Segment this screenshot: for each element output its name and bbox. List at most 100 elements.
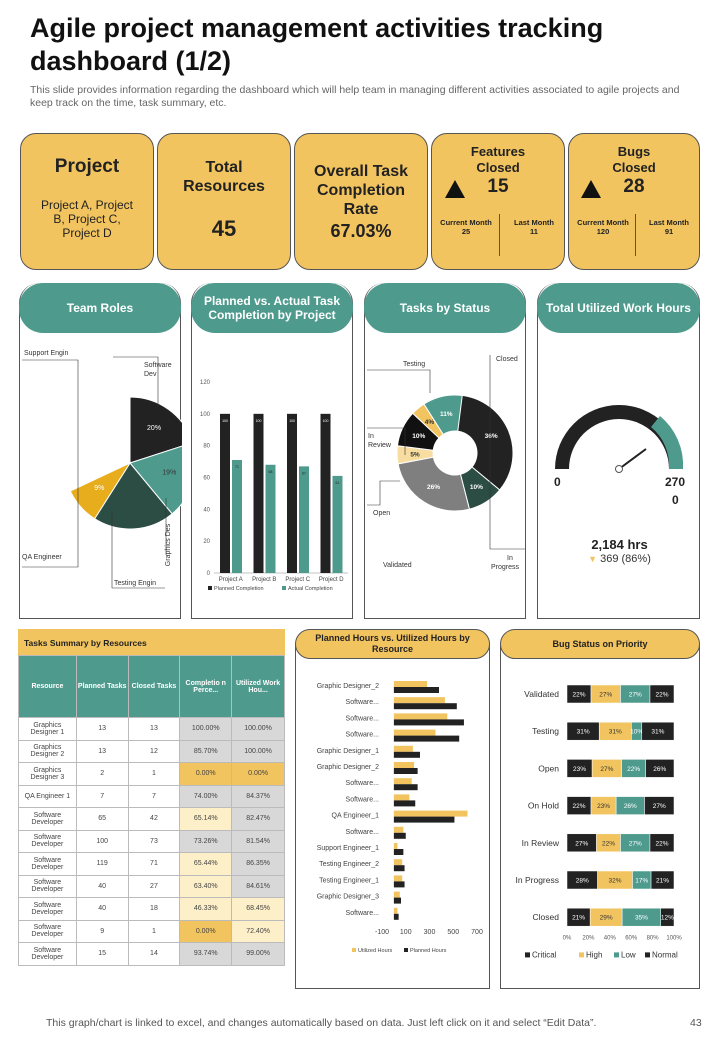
table-cell: 27 [127,874,181,898]
legend-label: Planned Completion [214,586,264,592]
hbar-utilized [393,843,398,849]
tasks-status-chart: 36%10%26%5%10%4%11%ClosedInProgressValid… [367,355,525,571]
table-header-cell: Utilized Work Hou... [231,655,285,718]
donut-category-label: Closed [496,356,518,363]
table-cell: 7 [127,784,181,808]
kpi-bugs-value: 28 [623,176,645,197]
tasks-summary-title: Tasks Summary by Resources [18,629,285,655]
bar-value-label: 100 [222,419,228,423]
y-category-label: Software... [346,715,380,722]
table-cell: 84.37% [231,784,285,808]
stack-value-label: 32% [609,878,622,885]
bar-actual [299,466,309,573]
hbar-utilized [393,745,413,752]
legend-swatch [208,586,212,590]
table-row: QA Engineer 1 7 7 74.00% 84.37% [18,784,285,808]
panel-utilized-hours-title: Total Utilized Work Hours [537,283,700,333]
y-category-label: Testing Engineer_1 [319,877,379,884]
hbar-utilized [393,778,412,785]
bar-value-label: 61 [336,481,340,485]
table-header-cell: Resource [18,655,77,718]
table-cell: 42 [127,807,181,831]
hbar-utilized [393,794,410,801]
gauge-remaining [651,416,684,469]
pie-leader-line [113,356,159,407]
bar-planned [320,413,331,573]
table-row: Software Developer 40 27 63.40% 84.61% [18,874,285,898]
hbar-planned [393,703,457,710]
hbar-utilized [393,907,398,914]
table-cell: 93.74% [179,942,233,966]
x-tick-label: Project C [285,577,310,583]
table-cell: 63.40% [179,874,233,898]
legend-swatch [614,952,619,958]
table-cell: Graphics Designer 3 [18,762,77,786]
hbar-utilized [393,713,448,720]
panel-team-roles-title: Team Roles [19,283,181,333]
stack-value-label: 22% [573,692,586,699]
table-cell: 65.44% [179,852,233,876]
bar-planned [220,413,230,573]
kpi-completion-label: Overall Task Completion Rate [314,163,408,218]
panel-bug-status: Bug Status on Priority Validated 22% 27% 27… [500,629,700,989]
table-cell: 84.61% [231,874,285,898]
gauge-track [555,405,683,469]
pie-value-label: 19% [162,469,176,476]
donut-value-label: 36% [485,433,498,440]
kpi-project: Project Project A, Project B, Project C,… [20,133,154,270]
y-category-label: Software... [346,780,380,787]
gauge-delta: 369 (86%) [600,553,651,565]
gauge-min: 0 [554,475,561,489]
table-cell: 71 [127,852,181,876]
x-tick-label: Project B [252,577,276,583]
stack-value-label: 22% [655,840,668,847]
table-cell: 73 [127,829,181,853]
legend-swatch [352,948,356,952]
panel-utilized-hours: Total Utilized Work Hours 0 270 0 2,184 … [537,283,700,619]
pie-slice-1 [129,445,182,515]
stack-value-label: 29% [600,915,613,922]
table-header-cell: Planned Tasks [75,655,129,718]
y-tick-label: 100 [200,412,211,418]
table-cell: Software Developer [18,807,77,831]
stack-value-label: 27% [653,803,666,810]
hbar-planned [393,832,406,839]
hbar-planned [393,800,416,807]
pie-leader-line [22,359,79,568]
donut-category-label: In [368,433,374,440]
legend-label: Utilized Hours [358,948,392,954]
table-cell: 119 [75,852,129,876]
donut-value-label: 10% [412,433,425,440]
planned-actual-chart: 0 20 40 60 80 100 120 100 71 Project A 100 68 Projec… [200,380,348,592]
y-category-label: In Progress [516,875,559,885]
donut-category-label: In [507,555,513,562]
donut-category-label: Validated [383,562,412,569]
triangle-down-icon: ▼ [588,554,598,564]
table-cell: 86.35% [231,852,285,876]
table-cell: 2 [75,762,129,786]
stack-value-label: 22% [573,803,586,810]
table-cell: 18 [127,897,181,921]
triangle-up-icon [445,180,465,198]
table-cell: Graphics Designer 2 [18,739,77,763]
triangle-up-icon [581,180,601,198]
table-cell: 68.45% [231,897,285,921]
pie-slice-4 [58,393,126,489]
stack-value-label: 22% [655,692,668,699]
table-cell: Software Developer [18,874,77,898]
x-tick-label: 80% [647,935,660,941]
pie-leader-line [111,513,165,589]
y-category-label: Software... [346,699,380,706]
donut-value-label: 5% [410,451,420,458]
table-row: Graphics Designer 3 2 1 0.00% 0.00% [18,762,285,786]
y-category-label: Graphic Designer_3 [317,894,379,901]
stack-value-label: 35% [635,915,648,922]
hbar-planned [393,849,404,855]
hbar-planned [393,735,460,742]
panel-team-roles: Team Roles 20%19%9%32%SoftwareDevGraphic… [19,283,182,619]
donut-category-label: Progress [491,564,520,571]
bar-planned [287,413,297,573]
hbar-planned [393,881,405,888]
table-cell: Software Developer [18,852,77,876]
legend-label: High [586,950,602,959]
